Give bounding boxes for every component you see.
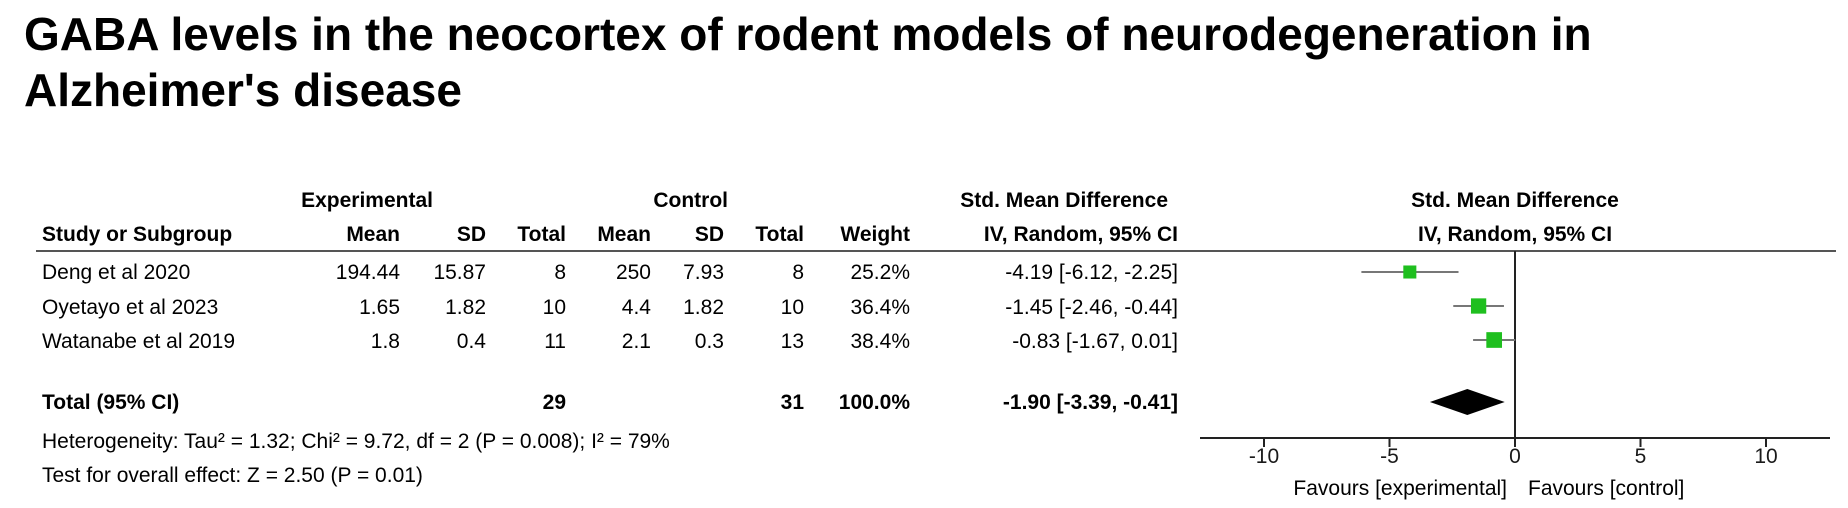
col-exp-total-header: Total xyxy=(517,223,566,246)
weight: 25.2% xyxy=(850,261,910,284)
col-ctrl-total-header: Total xyxy=(755,223,804,246)
effect-marker xyxy=(1486,332,1503,348)
exp-sd: 0.4 xyxy=(457,330,487,353)
favours-left-label: Favours [experimental] xyxy=(1293,477,1507,500)
table-smd-header-2: IV, Random, 95% CI xyxy=(984,223,1178,246)
ctrl-mean: 2.1 xyxy=(622,330,651,353)
effect-ci: -4.19 [-6.12, -2.25] xyxy=(1005,261,1178,284)
group-control-label: Control xyxy=(653,189,728,212)
total-row: Total (95% CI) 29 31 100.0% -1.90 [-3.39… xyxy=(42,391,1178,414)
col-ctrl-sd-header: SD xyxy=(695,223,724,246)
chart-title: GABA levels in the neocortex of rodent m… xyxy=(24,8,1592,116)
ctrl-total: 8 xyxy=(792,261,804,284)
weight: 36.4% xyxy=(850,296,910,319)
exp-sd: 1.82 xyxy=(445,296,486,319)
ctrl-sd: 0.3 xyxy=(695,330,724,353)
group-experimental-label: Experimental xyxy=(301,189,433,212)
overall-effect-text: Test for overall effect: Z = 2.50 (P = 0… xyxy=(42,464,423,487)
effect-ci: -1.45 [-2.46, -0.44] xyxy=(1005,296,1178,319)
study-name: Watanabe et al 2019 xyxy=(42,330,235,353)
table-smd-header-1: Std. Mean Difference xyxy=(960,189,1168,212)
total-effect-ci: -1.90 [-3.39, -0.41] xyxy=(1003,391,1178,414)
ctrl-mean: 4.4 xyxy=(622,296,652,319)
col-exp-sd-header: SD xyxy=(457,223,486,246)
total-ctrl: 31 xyxy=(781,391,805,414)
effect-marker xyxy=(1470,298,1487,314)
total-weight: 100.0% xyxy=(839,391,911,414)
ctrl-sd: 1.82 xyxy=(683,296,724,319)
x-axis-ticks: -10 -5 0 5 10 xyxy=(1249,438,1778,468)
x-tick-label: 5 xyxy=(1635,445,1647,468)
plot-smd-header-2: IV, Random, 95% CI xyxy=(1418,223,1612,246)
x-tick-label: 10 xyxy=(1754,445,1777,468)
exp-total: 10 xyxy=(543,296,566,319)
exp-sd: 15.87 xyxy=(433,261,486,284)
effect-ci: -0.83 [-1.67, 0.01] xyxy=(1012,330,1178,353)
x-tick-label: 0 xyxy=(1509,445,1521,468)
favours-right-label: Favours [control] xyxy=(1528,477,1684,500)
pooled-diamond xyxy=(1429,389,1505,415)
col-study-header: Study or Subgroup xyxy=(42,223,232,246)
exp-total: 11 xyxy=(544,330,566,353)
study-name: Oyetayo et al 2023 xyxy=(42,296,218,319)
x-tick-label: -10 xyxy=(1249,445,1279,468)
table-row: Deng et al 2020 194.44 15.87 8 250 7.93 … xyxy=(42,261,1178,284)
plot-marks xyxy=(1361,265,1516,415)
effect-marker xyxy=(1403,265,1417,279)
col-exp-mean-header: Mean xyxy=(346,223,400,246)
ctrl-total: 13 xyxy=(781,330,804,353)
exp-total: 8 xyxy=(554,261,566,284)
table-row: Oyetayo et al 2023 1.65 1.82 10 4.4 1.82… xyxy=(42,296,1178,319)
col-weight-header: Weight xyxy=(840,223,910,246)
total-label: Total (95% CI) xyxy=(42,391,179,414)
heterogeneity-text: Heterogeneity: Tau² = 1.32; Chi² = 9.72,… xyxy=(42,430,670,453)
weight: 38.4% xyxy=(850,330,910,353)
total-exp: 29 xyxy=(543,391,566,414)
study-name: Deng et al 2020 xyxy=(42,261,190,284)
plot-smd-header-1: Std. Mean Difference xyxy=(1411,189,1619,212)
table-row: Watanabe et al 2019 1.8 0.4 11 2.1 0.3 1… xyxy=(42,330,1178,353)
ctrl-mean: 250 xyxy=(616,261,651,284)
x-tick-label: -5 xyxy=(1380,445,1399,468)
col-ctrl-mean-header: Mean xyxy=(597,223,651,246)
ctrl-total: 10 xyxy=(781,296,804,319)
exp-mean: 1.65 xyxy=(359,296,400,319)
exp-mean: 194.44 xyxy=(336,261,401,284)
ctrl-sd: 7.93 xyxy=(683,261,724,284)
exp-mean: 1.8 xyxy=(371,330,400,353)
